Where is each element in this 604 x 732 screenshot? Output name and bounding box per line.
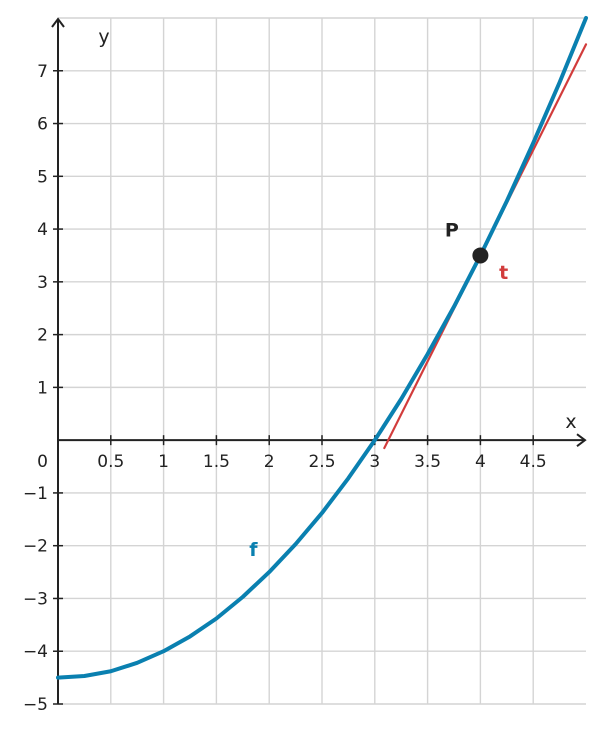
tick-marks [53, 70, 534, 705]
series-line-f [56, 16, 588, 680]
x-tick-label: 2.5 [308, 452, 335, 472]
y-tick-label: 3 [37, 273, 48, 293]
series-label-f: f [249, 539, 258, 561]
y-tick-label: −2 [23, 537, 48, 557]
y-tick-label: 6 [37, 115, 48, 135]
y-tick-label: 2 [37, 326, 48, 346]
axes [51, 17, 587, 704]
grid [58, 17, 586, 705]
x-axis-arrow [576, 433, 587, 447]
x-tick-label: 1 [158, 452, 169, 472]
series-label-t: t [499, 262, 508, 284]
y-tick-label: 4 [37, 220, 48, 240]
y-tick-label: −4 [23, 642, 48, 662]
x-tick-label: 4 [475, 452, 486, 472]
point-marker [472, 247, 489, 264]
y-tick-label: 7 [37, 62, 48, 82]
tick-labels: 0.5 1 1.5 2 2.5 3 3.5 4 4.5 −5 −4 −3 −2 −1 1 2 3 4 5 6 7 [23, 62, 547, 715]
x-tick-label: 0.5 [97, 452, 124, 472]
y-axis-arrow [51, 17, 65, 28]
x-tick-label: 3 [369, 452, 380, 472]
y-tick-label: −1 [23, 484, 48, 504]
point-label-p: P [445, 219, 459, 241]
y-tick-label: −5 [23, 695, 48, 715]
y-tick-label: −3 [23, 589, 48, 609]
series-lines [56, 16, 588, 680]
x-axis-label: x [565, 411, 576, 433]
points [472, 247, 489, 264]
y-axis-label: y [98, 26, 109, 48]
x-tick-label: 4.5 [520, 452, 547, 472]
x-tick-label: 1.5 [203, 452, 230, 472]
x-tick-label: 2 [264, 452, 275, 472]
origin-label: 0 [37, 452, 48, 472]
x-tick-label: 3.5 [414, 452, 441, 472]
y-tick-label: 5 [37, 167, 48, 187]
y-tick-label: 1 [37, 378, 48, 398]
